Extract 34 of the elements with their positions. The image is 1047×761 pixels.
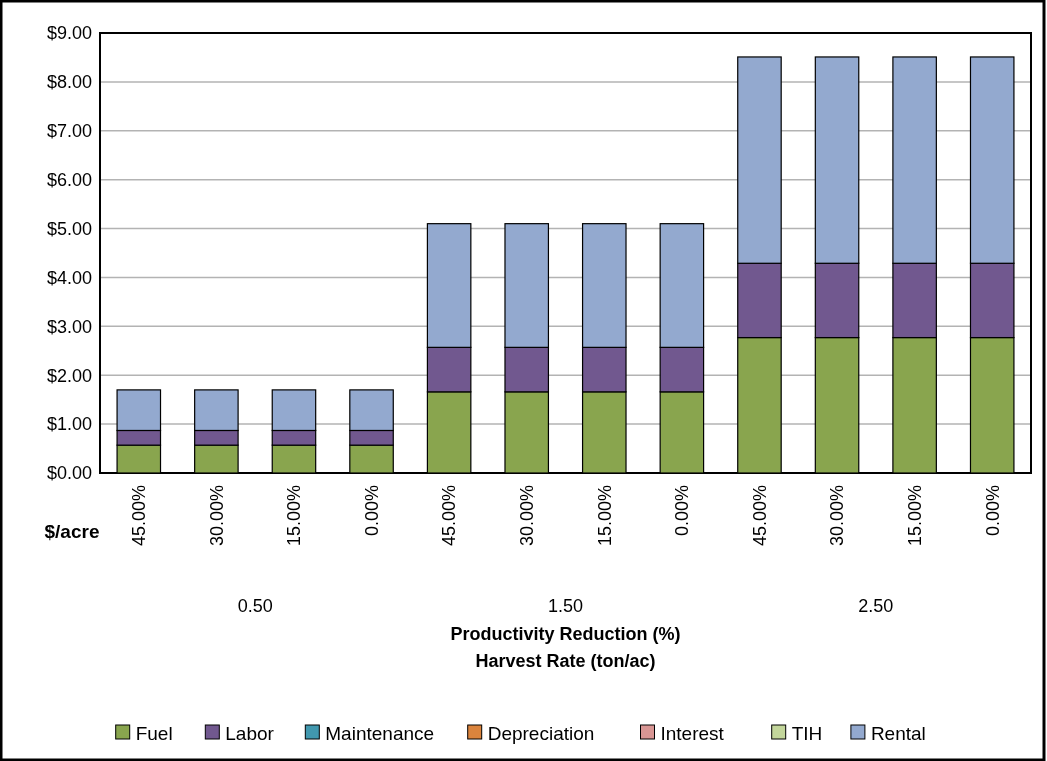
x-tick-label: 15.00% bbox=[594, 485, 615, 547]
x-tick-label: 0.00% bbox=[361, 485, 382, 537]
y-axis-title: $/acre bbox=[44, 521, 100, 542]
x-tick-label: 30.00% bbox=[206, 485, 227, 547]
legend-label: Depreciation bbox=[487, 722, 595, 744]
x-tick-label: 45.00% bbox=[439, 485, 460, 547]
y-tick-label: $8.00 bbox=[46, 72, 92, 93]
legend-label: Interest bbox=[660, 722, 725, 744]
text: 2.50 bbox=[858, 596, 894, 616]
text: 1.50 bbox=[547, 596, 584, 616]
y-tick-label: $7.00 bbox=[46, 121, 92, 142]
legend-label: Rental bbox=[870, 722, 926, 744]
legend-label: Fuel bbox=[135, 722, 173, 744]
legend-label: Maintenance bbox=[325, 722, 435, 744]
x-tick-label: 30.00% bbox=[827, 485, 848, 547]
legend-label: TIH bbox=[791, 722, 823, 744]
x-tick-label: 45.00% bbox=[749, 485, 770, 547]
y-tick-label: $9.00 bbox=[46, 23, 92, 44]
x-tick-label: 0.00% bbox=[672, 485, 693, 537]
y-tick-label: $4.00 bbox=[46, 267, 92, 288]
y-tick-label: $5.00 bbox=[46, 218, 92, 239]
text: 0.50 bbox=[237, 596, 273, 616]
x-tick-label: 15.00% bbox=[284, 485, 305, 547]
x-tick-label: 0.00% bbox=[982, 485, 1003, 537]
x-axis-title: Productivity Reduction (%) Harvest Rate (ton/ac) bbox=[450, 624, 681, 671]
x-tick-label: 30.00% bbox=[517, 485, 538, 547]
x-tick-label: 15.00% bbox=[904, 485, 925, 547]
y-tick-label: $1.00 bbox=[46, 414, 92, 435]
y-tick-label: $6.00 bbox=[46, 169, 92, 190]
y-tick-label: $0.00 bbox=[46, 463, 92, 484]
legend-label: Labor bbox=[225, 722, 275, 744]
y-tick-label: $2.00 bbox=[46, 365, 92, 386]
x-tick-label: 45.00% bbox=[129, 485, 150, 547]
y-tick-label: $3.00 bbox=[46, 316, 92, 337]
